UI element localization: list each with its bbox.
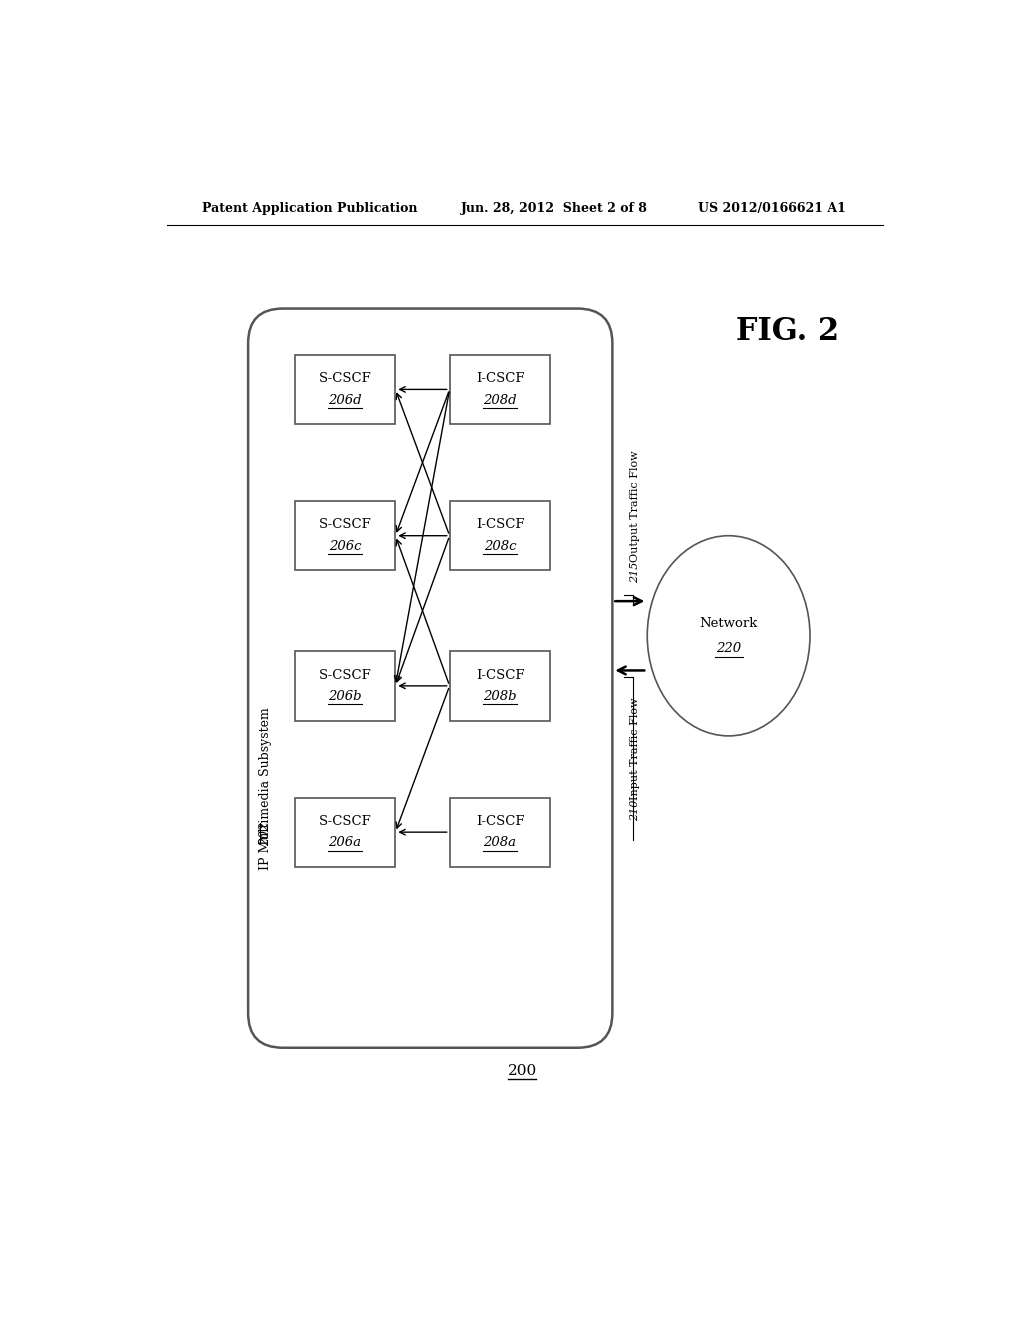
- Text: 206c: 206c: [329, 540, 361, 553]
- FancyBboxPatch shape: [295, 502, 395, 570]
- Text: 206a: 206a: [329, 837, 361, 850]
- Text: Output Traffic Flow: Output Traffic Flow: [630, 447, 640, 562]
- FancyBboxPatch shape: [295, 797, 395, 867]
- Text: US 2012/0166621 A1: US 2012/0166621 A1: [697, 202, 846, 215]
- Text: 202: 202: [259, 821, 271, 846]
- FancyBboxPatch shape: [450, 502, 550, 570]
- Text: S-CSCF: S-CSCF: [318, 519, 372, 532]
- Text: 208a: 208a: [483, 837, 516, 850]
- Text: 210: 210: [630, 800, 640, 821]
- FancyBboxPatch shape: [248, 309, 612, 1048]
- FancyBboxPatch shape: [450, 651, 550, 721]
- Text: S-CSCF: S-CSCF: [318, 372, 372, 385]
- Ellipse shape: [647, 536, 810, 737]
- Text: Network: Network: [699, 616, 758, 630]
- Text: FIG. 2: FIG. 2: [736, 317, 840, 347]
- Text: 208d: 208d: [483, 393, 517, 407]
- Text: Input Traffic Flow: Input Traffic Flow: [630, 694, 640, 800]
- Text: S-CSCF: S-CSCF: [318, 814, 372, 828]
- FancyBboxPatch shape: [295, 651, 395, 721]
- Text: 220: 220: [716, 642, 741, 655]
- Text: I-CSCF: I-CSCF: [476, 519, 524, 532]
- Text: I-CSCF: I-CSCF: [476, 814, 524, 828]
- Text: 208c: 208c: [483, 540, 516, 553]
- Text: 215: 215: [630, 562, 640, 583]
- Text: IP Multimedia Subsystem: IP Multimedia Subsystem: [259, 708, 271, 870]
- Text: Jun. 28, 2012  Sheet 2 of 8: Jun. 28, 2012 Sheet 2 of 8: [461, 202, 648, 215]
- Text: I-CSCF: I-CSCF: [476, 668, 524, 681]
- Text: S-CSCF: S-CSCF: [318, 668, 372, 681]
- Text: 208b: 208b: [483, 690, 517, 704]
- Text: Patent Application Publication: Patent Application Publication: [202, 202, 417, 215]
- FancyBboxPatch shape: [450, 355, 550, 424]
- Text: 206d: 206d: [328, 393, 361, 407]
- Text: 206b: 206b: [328, 690, 361, 704]
- Text: I-CSCF: I-CSCF: [476, 372, 524, 385]
- FancyBboxPatch shape: [295, 355, 395, 424]
- FancyBboxPatch shape: [450, 797, 550, 867]
- Text: 200: 200: [508, 1064, 537, 1078]
